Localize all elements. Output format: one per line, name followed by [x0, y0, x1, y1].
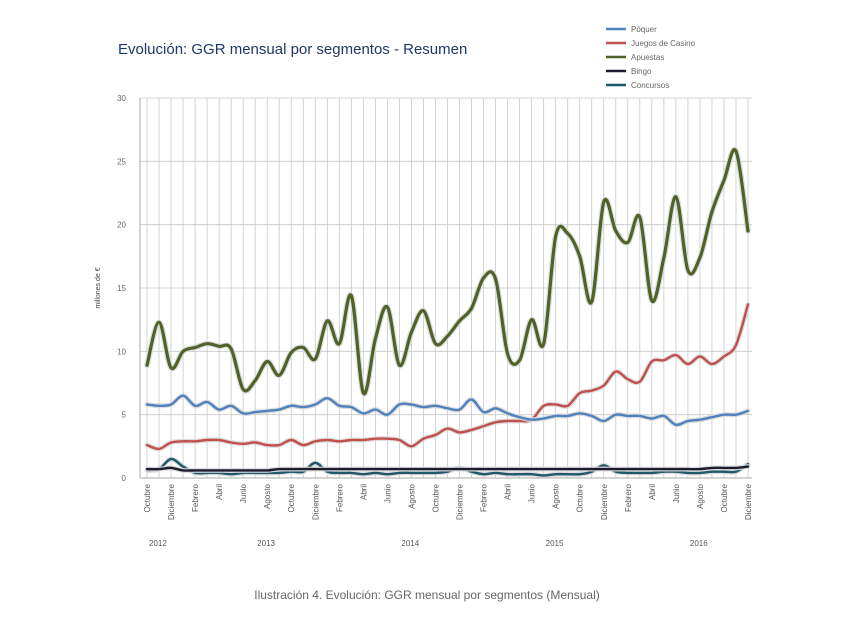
x-tick-label: Diciembre: [311, 483, 320, 520]
x-tick-label: Diciembre: [744, 483, 753, 520]
x-tick-label: Junio: [528, 483, 537, 503]
x-tick-label: Junio: [672, 483, 681, 503]
x-tick-label: Febrero: [191, 483, 200, 512]
series-line-Juegos de Casino: [145, 303, 750, 451]
y-tick-label: 30: [117, 94, 126, 103]
y-axis-label: millones de €: [95, 267, 102, 308]
legend-label: Juegos de Casino: [631, 39, 696, 48]
x-tick-label: Agosto: [552, 483, 561, 508]
chart-series: [144, 146, 751, 478]
y-tick-label: 20: [117, 221, 126, 230]
x-tick-label: Febrero: [624, 483, 633, 512]
y-tick-label: 5: [122, 411, 127, 420]
x-tick-label: Octubre: [287, 483, 296, 512]
chart-legend: Póquer Juegos de Casino Apuestas Bingo Concu…: [606, 25, 696, 90]
series-line-Bingo: [145, 465, 750, 472]
year-label: 2012: [149, 539, 167, 548]
x-tick-label: Agosto: [696, 483, 705, 508]
x-tick-label: Octubre: [431, 483, 440, 512]
year-label: 2014: [401, 539, 419, 548]
legend-label: Bingo: [631, 67, 652, 76]
x-tick-label: Abril: [504, 484, 513, 500]
y-tick-label: 25: [117, 157, 126, 166]
x-tick-label: Junio: [239, 483, 248, 503]
y-axis: 0 5 10 15 20 25 30: [117, 94, 126, 483]
x-tick-label: Octubre: [576, 483, 585, 512]
year-label: 2015: [546, 539, 564, 548]
x-tick-label: Abril: [359, 484, 368, 500]
year-label: 2016: [690, 539, 708, 548]
series-line-Póquer: [145, 394, 750, 427]
x-tick-label: Agosto: [407, 483, 416, 508]
x-tick-label: Abril: [215, 484, 224, 500]
x-axis-years: 2012 2013 2014 2015 2016: [149, 539, 708, 548]
legend-label: Póquer: [631, 25, 657, 34]
x-tick-label: Diciembre: [600, 483, 609, 520]
x-tick-label: Febrero: [480, 483, 489, 512]
x-tick-label: Agosto: [263, 483, 272, 508]
figure-caption: Ilustración 4. Evolución: GGR mensual po…: [254, 588, 600, 602]
series-line-Apuestas: [145, 148, 750, 396]
x-tick-label: Diciembre: [167, 483, 176, 520]
legend-label: Concursos: [631, 81, 669, 90]
x-tick-label: Diciembre: [456, 483, 465, 520]
y-tick-label: 10: [117, 347, 126, 356]
y-tick-label: 0: [122, 474, 127, 483]
legend-label: Apuestas: [631, 53, 664, 62]
x-tick-label: Junio: [383, 483, 392, 503]
x-tick-label: Octubre: [720, 483, 729, 512]
x-tick-label: Febrero: [335, 483, 344, 512]
y-tick-label: 15: [117, 284, 126, 293]
chart-title: Evolución: GGR mensual por segmentos - R…: [118, 41, 467, 58]
x-tick-label: Abril: [648, 484, 657, 500]
year-label: 2013: [257, 539, 275, 548]
x-axis: Octubre Diciembre Febrero Abril Junio Agosto O…: [143, 483, 753, 520]
x-tick-label: Octubre: [143, 483, 152, 512]
